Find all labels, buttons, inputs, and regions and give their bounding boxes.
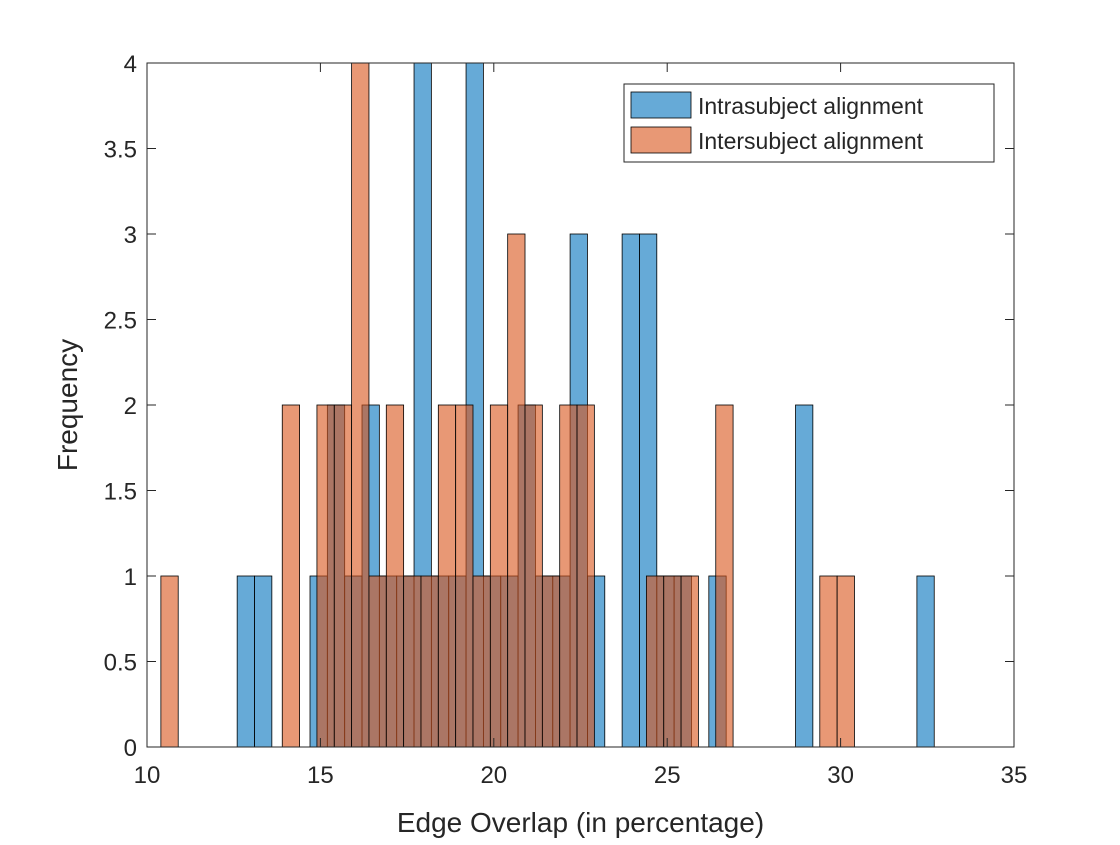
bar-intersubject-15 [541,575,561,748]
bar-intersubject-18 [645,575,665,748]
bar-intersubject-23 [836,575,855,748]
bar-intersubject-17 [576,404,595,748]
x-axis-label: Edge Overlap (in percentage) [397,807,764,838]
y-tick-label: 1 [124,564,137,591]
bar-intersubject-8 [420,575,439,748]
bar-intersubject-20 [680,575,699,748]
bar-intersubject-14 [524,404,543,748]
y-tick-label: 2.5 [104,308,137,335]
bar-intersubject-12 [489,404,509,748]
x-tick-label: 30 [827,762,854,789]
bar-intersubject-21 [715,404,734,748]
bar-intersubject-7 [403,575,422,748]
y-tick-label: 4 [124,51,137,78]
bar-intersubject-22 [819,575,838,748]
bar-intersubject-16 [559,404,578,748]
x-tick-label: 25 [654,762,681,789]
legend: Intrasubject alignment Intersubject align… [623,83,995,163]
bar-intersubject-9 [437,404,457,748]
y-tick-label: 1.5 [104,479,137,506]
bar-intersubject-2 [316,404,335,748]
y-tick-label: 2 [124,393,137,420]
x-tick-label: 10 [134,762,161,789]
y-axis-label: Frequency [52,339,83,471]
legend-swatch-intrasubject [630,91,692,119]
bar-intrasubject-0 [236,575,255,748]
bar-intersubject-4 [351,62,370,748]
bar-intrasubject-25 [916,575,935,748]
bar-intrasubject-19 [621,233,640,748]
y-tick-label: 3 [124,222,137,249]
bar-intersubject-19 [663,575,682,748]
bar-intersubject-3 [333,404,353,748]
axes-layer: 10 15 20 25 30 35 0 0.5 1 1.5 2 2.5 3 3.5 4 Edge Overla… [52,51,1027,838]
x-tick-label: 35 [1001,762,1028,789]
bars-layer [147,62,1014,748]
x-tick-label: 20 [480,762,507,789]
y-tick-label: 3.5 [104,137,137,164]
bar-intersubject-0 [160,575,179,748]
bar-intersubject-1 [281,404,300,748]
bar-intrasubject-24 [795,404,814,748]
bar-intersubject-10 [455,404,474,748]
bar-intersubject-13 [507,233,526,748]
bar-intersubject-5 [368,575,387,748]
x-tick-label: 15 [307,762,334,789]
legend-label-intrasubject: Intrasubject alignment [698,93,924,119]
bar-intrasubject-1 [254,575,273,748]
bar-intersubject-11 [472,575,491,748]
y-tick-label: 0.5 [104,650,137,677]
y-tick-label: 0 [124,735,137,762]
legend-label-intersubject: Intersubject alignment [698,128,924,154]
legend-swatch-intersubject [630,126,692,154]
bar-intersubject-6 [385,404,405,748]
